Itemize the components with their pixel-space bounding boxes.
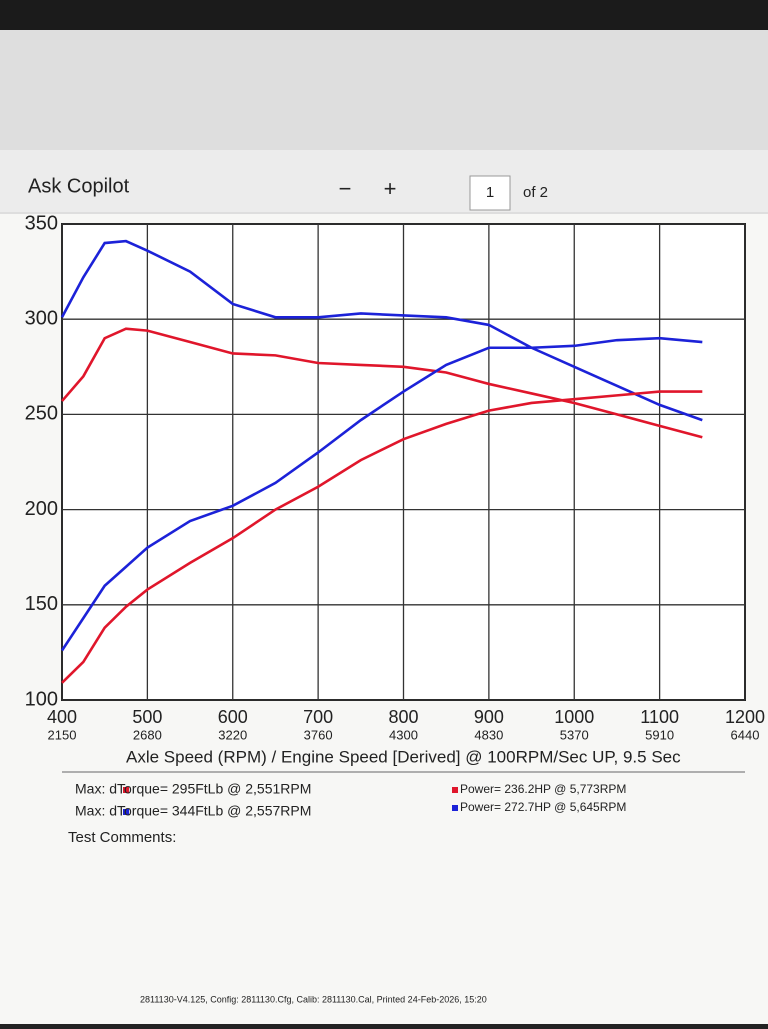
x-tick-label: 500 bbox=[132, 707, 162, 727]
legend-swatch bbox=[452, 805, 458, 811]
x-tick-label: 900 bbox=[474, 707, 504, 727]
x-tick-label: 400 bbox=[47, 707, 77, 727]
toolbar bbox=[0, 150, 768, 212]
engine-speed-label: 3220 bbox=[218, 727, 247, 742]
zoom-in[interactable]: + bbox=[384, 176, 397, 201]
page-number[interactable]: 1 bbox=[486, 184, 494, 201]
engine-speed-label: 2680 bbox=[133, 727, 162, 742]
zoom-out[interactable]: − bbox=[339, 176, 352, 201]
footer: 2811130-V4.125, Config: 2811130.Cfg, Cal… bbox=[140, 994, 487, 1004]
series-line bbox=[60, 336, 703, 652]
x-tick-label: 800 bbox=[388, 707, 418, 727]
series-line bbox=[61, 390, 703, 684]
engine-speed-label: 5910 bbox=[645, 727, 674, 742]
legend-swatch bbox=[123, 787, 129, 793]
x-tick-label: 1000 bbox=[554, 707, 594, 727]
x-tick-label: 1200 bbox=[725, 707, 765, 727]
page-box[interactable] bbox=[469, 175, 511, 211]
engine-speed-label: 2150 bbox=[48, 727, 77, 742]
annotation: Power= 272.7HP @ 5,645RPM bbox=[460, 800, 626, 814]
engine-speed-label: 6440 bbox=[731, 727, 760, 742]
annotation: Max: dTorque= 344FtLb @ 2,557RPM bbox=[75, 803, 311, 819]
y-tick-label: 150 bbox=[25, 593, 58, 615]
x-axis-label: Axle Speed (RPM) / Engine Speed [Derived… bbox=[126, 747, 681, 766]
engine-speed-label: 4830 bbox=[474, 727, 503, 742]
copilot-button[interactable]: Ask Copilot bbox=[28, 175, 130, 197]
engine-speed-label: 4300 bbox=[389, 727, 418, 742]
y-tick-label: 100 bbox=[25, 688, 58, 710]
series-line bbox=[61, 327, 703, 439]
annotation: Max: dTorque= 295FtLb @ 2,551RPM bbox=[75, 781, 311, 797]
engine-speed-label: 5370 bbox=[560, 727, 589, 742]
bezel bbox=[0, 0, 768, 30]
y-tick-label: 300 bbox=[25, 307, 58, 329]
annotation: Power= 236.2HP @ 5,773RPM bbox=[460, 782, 626, 796]
series-line bbox=[60, 239, 703, 422]
x-tick-label: 700 bbox=[303, 707, 333, 727]
engine-speed-label: 3760 bbox=[304, 727, 333, 742]
y-tick-label: 350 bbox=[25, 212, 58, 234]
comments-label: Test Comments: bbox=[68, 829, 176, 846]
legend-swatch bbox=[123, 809, 129, 815]
x-tick-label: 600 bbox=[218, 707, 248, 727]
legend-swatch bbox=[452, 787, 458, 793]
page-count: of 2 bbox=[523, 184, 548, 201]
x-tick-label: 1100 bbox=[640, 707, 679, 727]
y-tick-label: 200 bbox=[25, 498, 58, 520]
y-tick-label: 250 bbox=[25, 403, 58, 425]
